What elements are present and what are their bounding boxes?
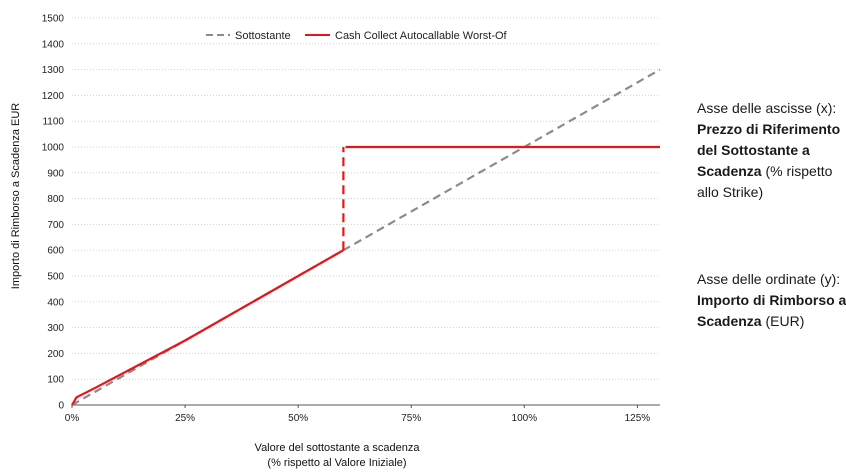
- y-tick-1300: 1300: [42, 65, 65, 76]
- x-tick-100: 100%: [512, 413, 538, 424]
- x-axis-title-line1: Valore del sottostante a scadenza: [255, 442, 421, 454]
- y-tick-100: 100: [47, 375, 64, 386]
- y-axis-note-bold: Importo di Rimborso a Scadenza: [697, 292, 846, 329]
- legend: Sottostante Cash Collect Autocallable Wo…: [206, 30, 508, 42]
- y-tick-1200: 1200: [42, 91, 65, 102]
- y-tick-1000: 1000: [42, 143, 65, 154]
- gridlines: [72, 17, 660, 380]
- x-tick-75: 75%: [401, 413, 421, 424]
- y-tick-0: 0: [58, 401, 64, 412]
- x-axis-note-bold: Prezzo di Riferimento del Sottostante a …: [697, 121, 841, 179]
- x-tick-25: 25%: [175, 413, 195, 424]
- y-axis-note: Asse delle ordinate (y): Importo di Rimb…: [697, 269, 846, 332]
- x-axis-note-suffix: (% rispetto allo Strike): [697, 163, 833, 200]
- y-tick-500: 500: [47, 272, 64, 283]
- x-tick-50: 50%: [288, 413, 308, 424]
- y-tick-1500: 1500: [42, 14, 65, 25]
- y-tick-400: 400: [47, 297, 64, 308]
- y-tick-1400: 1400: [42, 39, 65, 50]
- y-tick-labels: 0 100 200 300 400 500 600 700 800 900 1000 1100 1200…: [42, 14, 65, 412]
- legend-label-sottostante: Sottostante: [235, 30, 291, 42]
- series-layer: [71, 68, 661, 406]
- y-tick-1100: 1100: [42, 117, 64, 128]
- legend-label-cash-collect: Cash Collect Autocallable Worst-Of: [335, 30, 508, 42]
- y-tick-700: 700: [47, 220, 64, 231]
- y-axis-note-suffix: (EUR): [761, 313, 805, 329]
- y-axis-title: Importo di Rimborso a Scadenza EUR: [10, 103, 22, 290]
- y-tick-800: 800: [47, 194, 64, 205]
- series-cash-collect-segment-1: [71, 249, 344, 406]
- y-tick-900: 900: [47, 168, 64, 179]
- y-axis-note-prefix: Asse delle ordinate (y):: [697, 271, 841, 287]
- x-tick-labels: 0% 25% 50% 75% 100% 125%: [65, 405, 651, 424]
- x-tick-125: 125%: [625, 413, 651, 424]
- x-axis-note-prefix: Asse delle ascisse (x):: [697, 100, 837, 116]
- x-tick-0: 0%: [65, 413, 80, 424]
- x-axis-note: Asse delle ascisse (x): Prezzo di Riferi…: [697, 98, 846, 203]
- series-sottostante-line: [71, 68, 661, 406]
- payoff-chart: 0 100 200 300 400 500 600 700 800 900 1000 1100 1200…: [10, 14, 661, 469]
- y-tick-300: 300: [47, 323, 64, 334]
- y-tick-200: 200: [47, 349, 64, 360]
- x-axis-title-line2: (% rispetto al Valore Iniziale): [267, 457, 406, 469]
- y-tick-600: 600: [47, 246, 64, 257]
